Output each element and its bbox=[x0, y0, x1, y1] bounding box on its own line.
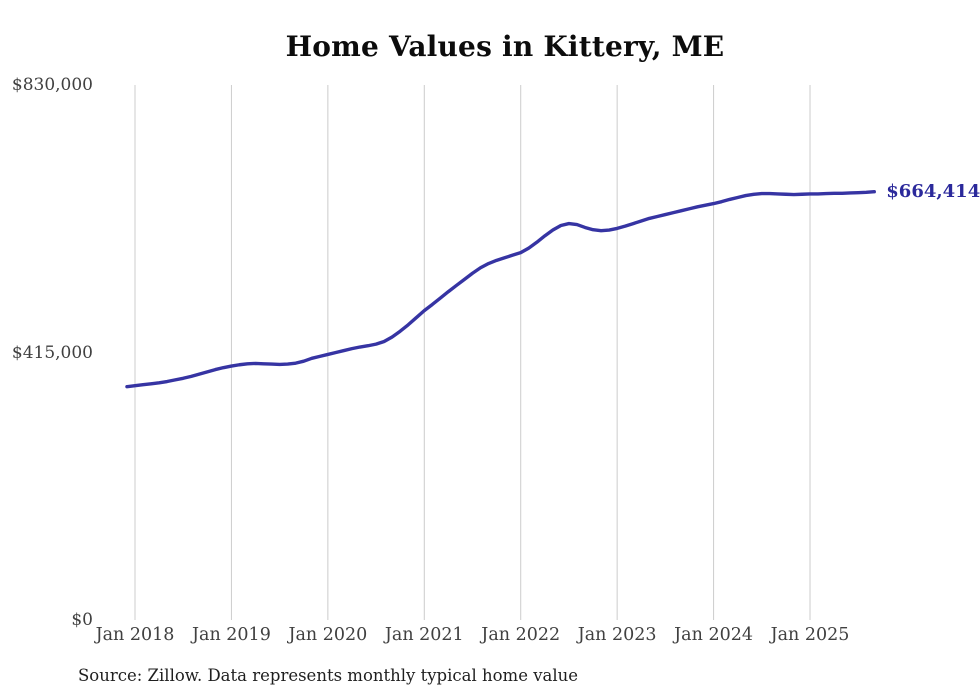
chart-title: Home Values in Kittery, ME bbox=[285, 30, 725, 63]
y-axis-label: $415,000 bbox=[11, 342, 93, 363]
x-axis-label: Jan 2018 bbox=[95, 625, 175, 645]
home-value-line-series bbox=[125, 190, 876, 389]
gridlines bbox=[134, 85, 811, 620]
x-axis-label: Jan 2021 bbox=[384, 625, 464, 645]
latest-value-label: $664,414 bbox=[886, 180, 980, 202]
source-note: Source: Zillow. Data represents monthly … bbox=[78, 666, 579, 685]
x-axis-label: Jan 2019 bbox=[192, 625, 271, 645]
x-axis-label: Jan 2025 bbox=[770, 625, 850, 645]
y-axis-label: $0 bbox=[71, 610, 93, 630]
x-axis-label: Jan 2024 bbox=[674, 625, 753, 645]
y-axis-label: $830,000 bbox=[11, 75, 93, 95]
x-axis-label: Jan 2023 bbox=[577, 625, 657, 645]
x-axis-label: Jan 2020 bbox=[288, 625, 368, 645]
x-axis-label: Jan 2022 bbox=[481, 625, 561, 645]
